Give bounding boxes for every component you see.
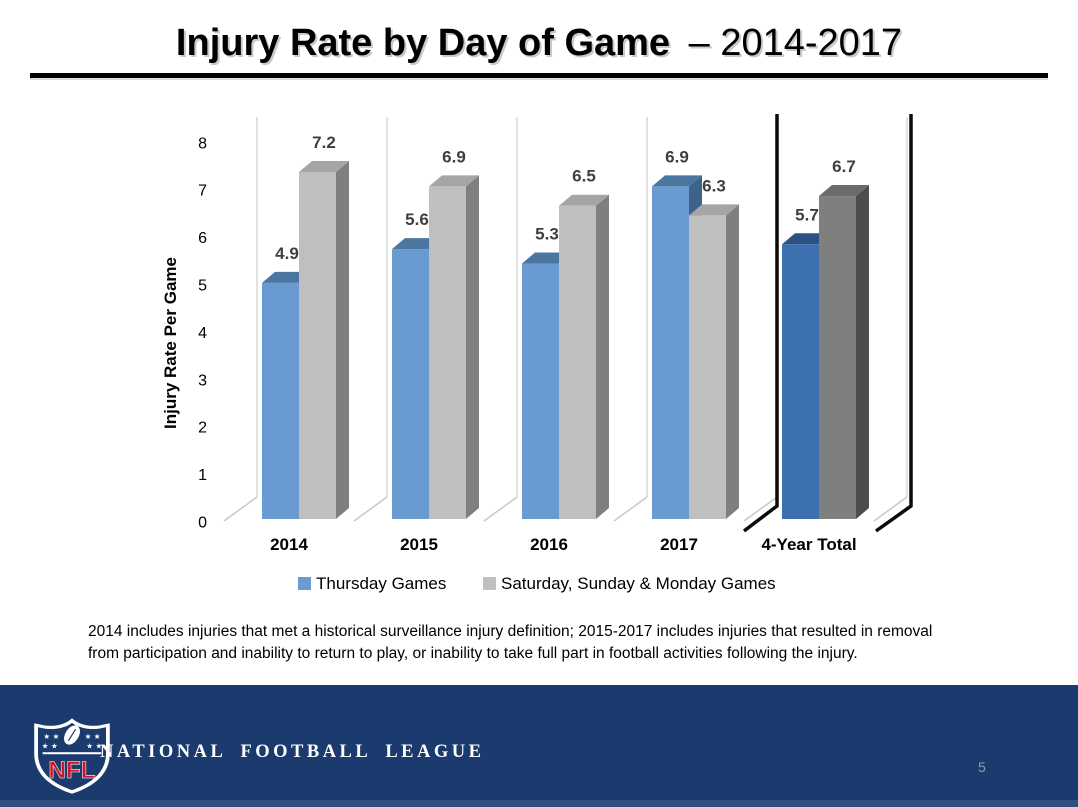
page-title: Injury Rate by Day of Game – 2014-2017 bbox=[0, 22, 1078, 65]
shield-nfl-letters: NFL bbox=[48, 757, 95, 784]
footer-background bbox=[0, 685, 1078, 807]
footer-band: ★ ★ ★ ★ ★ ★ ★ ★ NFL NATIONAL FOOTBALL LEAGUE… bbox=[0, 685, 1078, 807]
x-label-2017: 2017 bbox=[660, 535, 698, 554]
total-section-frame-line bbox=[874, 114, 913, 533]
bar-4-year-total-series-1-top-face bbox=[819, 185, 869, 197]
x-label-2015: 2015 bbox=[400, 535, 438, 554]
y-tick-label-2: 2 bbox=[198, 420, 207, 437]
bar-4-year-total-series-0 bbox=[782, 244, 819, 519]
footnote: 2014 includes injuries that met a histor… bbox=[88, 621, 932, 665]
floor-gridline bbox=[613, 496, 648, 522]
legend-label-series-1: Saturday, Sunday & Monday Games bbox=[501, 574, 776, 593]
bar-2014-series-1-top-face bbox=[299, 160, 349, 172]
svg-text:★: ★ bbox=[86, 741, 93, 750]
league-name: NATIONAL FOOTBALL LEAGUE bbox=[100, 742, 485, 762]
y-tick-label-8: 8 bbox=[198, 135, 207, 152]
legend-swatch-series-1 bbox=[483, 577, 496, 590]
bar-2015-series-1-top-face bbox=[429, 175, 479, 187]
value-label-bar-2015-series-1: 6.9 bbox=[442, 147, 466, 166]
y-tick-label-7: 7 bbox=[198, 183, 207, 200]
y-tick-label-6: 6 bbox=[198, 230, 207, 247]
value-label-bar-4-year-total-series-1: 6.7 bbox=[832, 157, 856, 176]
x-label-2016: 2016 bbox=[530, 535, 568, 554]
footnote-line: from participation and inability to retu… bbox=[88, 645, 858, 662]
y-axis-title: Injury Rate Per Game bbox=[161, 257, 180, 429]
legend-swatch-series-0 bbox=[298, 577, 311, 590]
bar-4-year-total-series-1 bbox=[819, 196, 856, 519]
bar-4-year-total-series-1-side-face bbox=[856, 185, 869, 519]
y-tick-label-3: 3 bbox=[198, 372, 207, 389]
bar-2014-series-1-side-face bbox=[336, 160, 349, 519]
shield-field bbox=[37, 722, 107, 791]
bar-2014-series-0 bbox=[262, 282, 299, 519]
y-tick-label-1: 1 bbox=[198, 467, 207, 484]
page-title-main: Injury Rate by Day of Game bbox=[175, 22, 671, 64]
title-underline bbox=[30, 73, 1048, 78]
total-section-frame-line bbox=[742, 114, 779, 533]
floor-gridline bbox=[743, 496, 778, 522]
footnote-line: 2014 includes injuries that met a histor… bbox=[88, 623, 933, 640]
football-icon bbox=[64, 725, 80, 745]
shield-divider bbox=[42, 752, 102, 755]
page-number: 5 bbox=[978, 759, 986, 775]
x-label-2014: 2014 bbox=[270, 535, 308, 554]
value-label-bar-2014-series-1: 7.2 bbox=[312, 133, 336, 152]
x-label-4-year-total: 4-Year Total bbox=[761, 535, 856, 554]
bar-2017-series-0-top-face bbox=[652, 175, 702, 187]
shield-stars: ★ ★ ★ ★ ★ ★ ★ ★ bbox=[42, 732, 103, 750]
value-label-bar-2014-series-0: 4.9 bbox=[275, 244, 299, 263]
y-tick-label-5: 5 bbox=[198, 278, 207, 295]
svg-text:★: ★ bbox=[51, 741, 58, 750]
bar-2015-series-0 bbox=[392, 249, 429, 519]
svg-text:★: ★ bbox=[42, 741, 49, 750]
svg-text:★: ★ bbox=[85, 732, 92, 741]
bar-2017-series-1 bbox=[689, 215, 726, 519]
y-tick-label-4: 4 bbox=[198, 325, 207, 342]
value-label-bar-2016-series-1: 6.5 bbox=[572, 167, 596, 186]
value-label-bar-4-year-total-series-0: 5.7 bbox=[795, 205, 819, 224]
footer-bottom-strip bbox=[0, 800, 1078, 807]
legend-label-series-0: Thursday Games bbox=[316, 574, 446, 593]
floor-gridline bbox=[353, 496, 388, 522]
floor-gridline bbox=[873, 496, 908, 522]
bar-2017-series-1-top-face bbox=[689, 204, 739, 216]
svg-text:★: ★ bbox=[95, 741, 102, 750]
bar-2014-series-1 bbox=[299, 171, 336, 519]
svg-text:★: ★ bbox=[43, 732, 50, 741]
y-tick-label-0: 0 bbox=[198, 515, 207, 532]
bar-2017-series-0 bbox=[652, 186, 689, 520]
bar-2017-series-1-side-face bbox=[726, 204, 739, 519]
svg-text:★: ★ bbox=[53, 732, 60, 741]
bar-2015-series-1 bbox=[429, 186, 466, 520]
bar-2016-series-1-top-face bbox=[559, 194, 609, 206]
bar-2016-series-0 bbox=[522, 263, 559, 519]
value-label-bar-2017-series-0: 6.9 bbox=[665, 147, 689, 166]
nfl-shield-logo-icon: ★ ★ ★ ★ ★ ★ ★ ★ NFL bbox=[34, 718, 110, 794]
value-label-bar-2016-series-0: 5.3 bbox=[535, 225, 559, 244]
bar-2015-series-1-side-face bbox=[466, 175, 479, 520]
value-label-bar-2015-series-0: 5.6 bbox=[405, 210, 429, 229]
value-label-bar-2017-series-1: 6.3 bbox=[702, 176, 726, 195]
floor-gridline bbox=[223, 496, 258, 522]
svg-text:★: ★ bbox=[94, 732, 101, 741]
bar-2016-series-1-side-face bbox=[596, 194, 609, 519]
page-title-suffix: – 2014-2017 bbox=[688, 22, 903, 64]
bar-2016-series-1 bbox=[559, 205, 596, 519]
floor-gridline bbox=[483, 496, 518, 522]
